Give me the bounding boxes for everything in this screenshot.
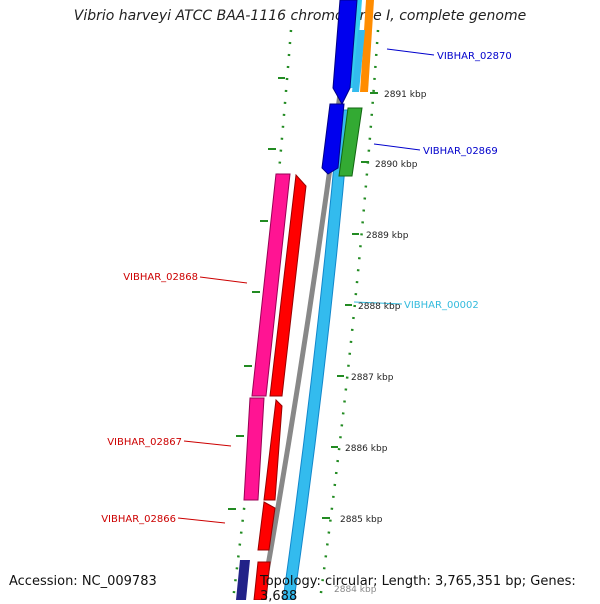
green-feature (338, 107, 363, 177)
gene-label-vibhar-00002: VIBHAR_00002 (404, 300, 479, 311)
map-title: Vibrio harveyi ATCC BAA-1116 chromosome … (73, 8, 527, 24)
gene-label-vibhar-02869: VIBHAR_02869 (423, 146, 498, 157)
scale-label-2885: 2885 kbp (340, 515, 383, 525)
blue-cds-vibhar-02870 (332, 0, 358, 106)
label-leaders (177, 48, 435, 524)
scale-label-2889: 2889 kbp (366, 231, 409, 241)
gene-label-vibhar-02867: VIBHAR_02867 (107, 437, 182, 448)
red-cds-vibhar-02866 (257, 501, 276, 551)
track-tick-marks (228, 77, 378, 519)
red-cds-bottom (253, 561, 271, 600)
scale-label-2888: 2888 kbp (358, 302, 401, 312)
gene-label-vibhar-02870: VIBHAR_02870 (437, 51, 512, 62)
scale-label-2890: 2890 kbp (375, 160, 418, 170)
scale-label-2884: 2884 kbp (334, 585, 377, 595)
scale-label-2886: 2886 kbp (345, 444, 388, 454)
dark-feature-bottom (236, 560, 250, 600)
gene-label-vibhar-02868: VIBHAR_02868 (123, 272, 198, 283)
cyan-feature-vibhar-00002 (282, 109, 351, 600)
accession-text: Accession: NC_009783 (9, 574, 157, 589)
cyan-small-feature (352, 30, 365, 92)
outer-dotted-track (318, 29, 380, 600)
red-cds-vibhar-02867 (263, 398, 283, 501)
blue-cds-vibhar-02869 (321, 103, 345, 175)
pink-feature-vibhar-02868 (251, 173, 291, 397)
orange-feature (360, 0, 374, 92)
gene-label-vibhar-02866: VIBHAR_02866 (101, 514, 176, 525)
scale-label-2887: 2887 kbp (351, 373, 394, 383)
red-cds-vibhar-02868 (269, 173, 307, 397)
pink-feature-vibhar-02867 (243, 397, 265, 501)
scale-label-2891: 2891 kbp (384, 90, 427, 100)
